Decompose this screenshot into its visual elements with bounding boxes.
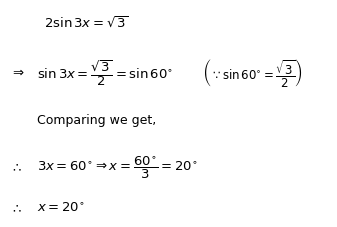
Text: $\left(\because \sin 60^{\circ} = \dfrac{\sqrt{3}}{2}\right)$: $\left(\because \sin 60^{\circ} = \dfrac… <box>202 57 303 89</box>
Text: Comparing we get,: Comparing we get, <box>37 114 156 127</box>
Text: $2\sin 3x = \sqrt{3}$: $2\sin 3x = \sqrt{3}$ <box>44 15 128 30</box>
Text: $\therefore$: $\therefore$ <box>10 161 22 175</box>
Text: $x = 20^{\circ}$: $x = 20^{\circ}$ <box>37 202 85 215</box>
Text: $\sin 3x = \dfrac{\sqrt{3}}{2} = \sin 60^{\circ}$: $\sin 3x = \dfrac{\sqrt{3}}{2} = \sin 60… <box>37 58 173 88</box>
Text: $\Rightarrow$: $\Rightarrow$ <box>10 66 25 79</box>
Text: $3x = 60^{\circ} \Rightarrow x = \dfrac{60^{\circ}}{3} = 20^{\circ}$: $3x = 60^{\circ} \Rightarrow x = \dfrac{… <box>37 155 197 181</box>
Text: $\therefore$: $\therefore$ <box>10 202 22 215</box>
